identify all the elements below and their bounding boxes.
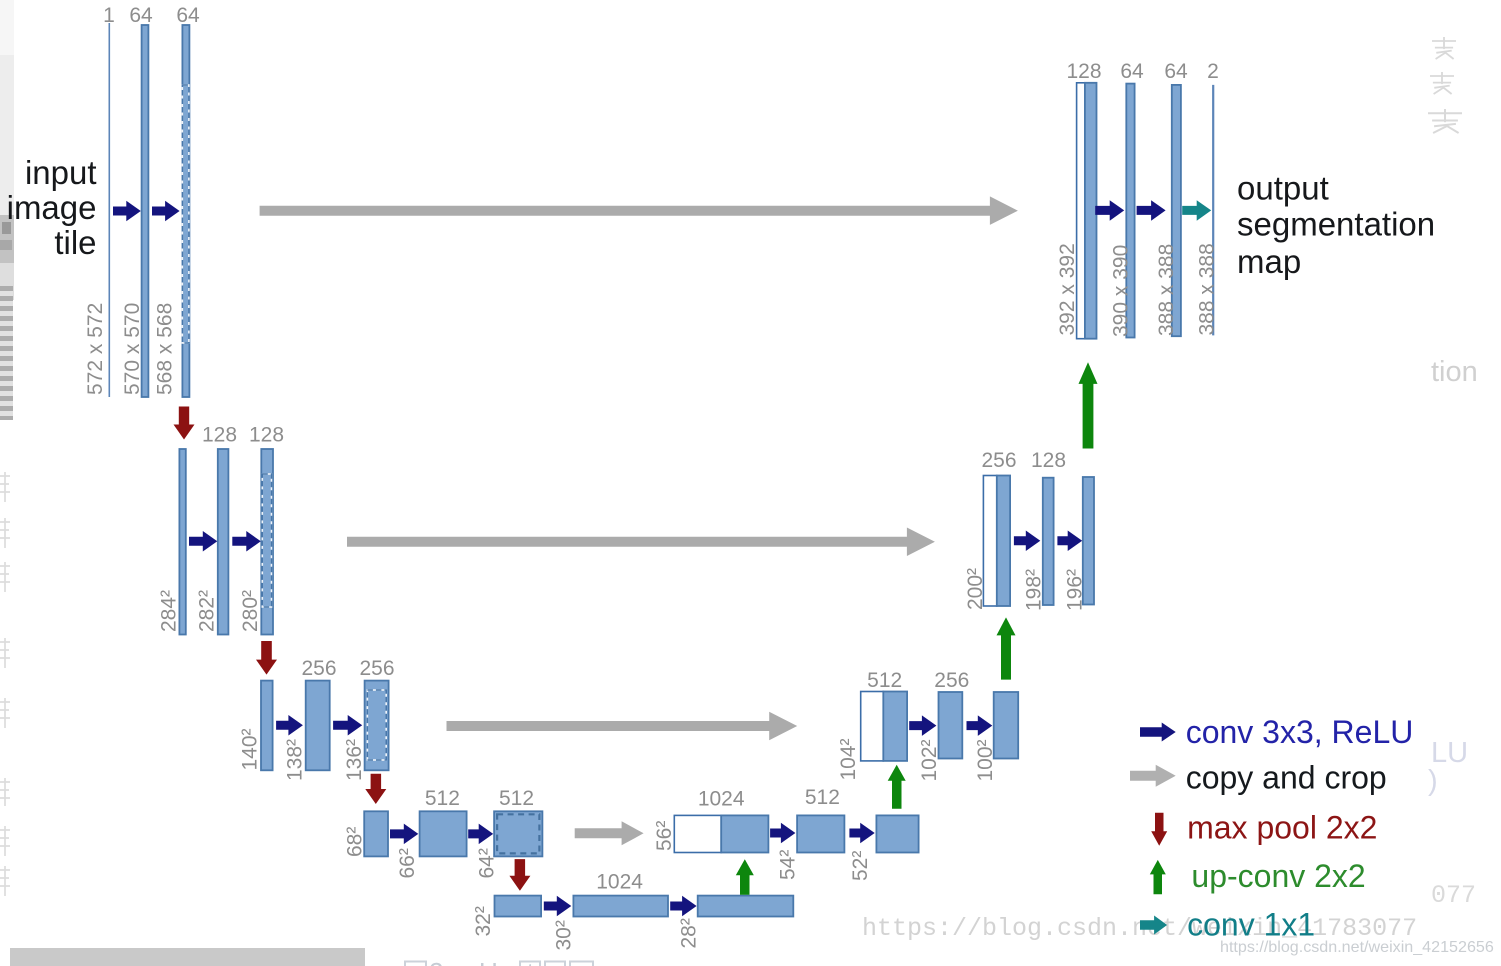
svg-text:output: output: [1237, 170, 1329, 207]
svg-text:28²: 28²: [678, 918, 701, 948]
svg-text:128: 128: [202, 424, 237, 447]
svg-text:max pool 2x2: max pool 2x2: [1187, 810, 1377, 846]
svg-text:map: map: [1237, 243, 1301, 280]
svg-text:256: 256: [981, 449, 1016, 472]
svg-text:64²: 64²: [476, 848, 499, 878]
svg-text:138²: 138²: [284, 739, 307, 781]
svg-text:512: 512: [805, 786, 840, 809]
svg-text:388 x 388: 388 x 388: [1155, 244, 1178, 336]
svg-text:): ): [1428, 765, 1438, 797]
svg-text:512: 512: [867, 669, 902, 692]
svg-text:392 x 392: 392 x 392: [1056, 243, 1079, 335]
svg-text:2: 2: [1207, 60, 1219, 83]
svg-text:200²: 200²: [964, 568, 987, 610]
svg-text:136²: 136²: [343, 739, 366, 781]
svg-text:104²: 104²: [837, 738, 860, 780]
svg-text:2: 2: [429, 957, 443, 966]
svg-text:64: 64: [129, 4, 153, 27]
svg-text:1024: 1024: [596, 871, 643, 894]
svg-text:256: 256: [301, 657, 336, 680]
svg-text:128: 128: [1066, 60, 1101, 83]
svg-text:196²: 196²: [1064, 569, 1087, 611]
svg-text:282²: 282²: [196, 590, 219, 632]
svg-text:572 x 572: 572 x 572: [84, 303, 107, 395]
svg-text:copy and crop: copy and crop: [1186, 760, 1387, 796]
svg-text:284²: 284²: [158, 590, 181, 632]
svg-text:128: 128: [1031, 449, 1066, 472]
svg-text:Unet: Unet: [479, 957, 535, 966]
svg-text:390 x 390: 390 x 390: [1110, 245, 1133, 337]
svg-text:512: 512: [425, 787, 460, 810]
svg-text:tion: tion: [1431, 356, 1478, 388]
svg-text:conv 1x1: conv 1x1: [1187, 907, 1315, 943]
svg-text:LU: LU: [1431, 737, 1468, 769]
svg-text:64: 64: [1120, 60, 1144, 83]
svg-text:conv 3x3, ReLU: conv 3x3, ReLU: [1186, 714, 1414, 750]
svg-text:568 x 568: 568 x 568: [154, 303, 177, 395]
svg-text:54²: 54²: [777, 850, 800, 880]
svg-text:102²: 102²: [918, 739, 941, 781]
svg-text:256: 256: [934, 669, 969, 692]
svg-text:68²: 68²: [344, 827, 367, 857]
svg-text:66²: 66²: [396, 848, 419, 878]
svg-text:segmentation: segmentation: [1237, 206, 1435, 243]
svg-text:140²: 140²: [239, 728, 262, 770]
svg-text:tile: tile: [54, 224, 96, 261]
svg-text:128: 128: [249, 424, 284, 447]
svg-text:up-conv 2x2: up-conv 2x2: [1191, 858, 1365, 894]
svg-text:280²: 280²: [239, 590, 262, 632]
svg-text:1: 1: [103, 4, 115, 27]
svg-text:570 x 570: 570 x 570: [121, 303, 144, 395]
svg-text:64: 64: [176, 4, 200, 27]
svg-text:198²: 198²: [1023, 569, 1046, 611]
svg-text:100²: 100²: [974, 739, 997, 781]
svg-text:64: 64: [1164, 60, 1188, 83]
svg-text:30²: 30²: [553, 920, 576, 950]
svg-text:077: 077: [1431, 881, 1476, 910]
svg-text:1024: 1024: [698, 787, 745, 810]
svg-text:56²: 56²: [653, 821, 676, 851]
svg-text:256: 256: [359, 657, 394, 680]
svg-text:388 x 388: 388 x 388: [1196, 243, 1219, 335]
svg-text:32²: 32²: [472, 906, 495, 936]
svg-text:input: input: [25, 154, 97, 191]
svg-text:image: image: [7, 189, 97, 226]
svg-text:512: 512: [499, 787, 534, 810]
svg-text:52²: 52²: [849, 851, 872, 881]
